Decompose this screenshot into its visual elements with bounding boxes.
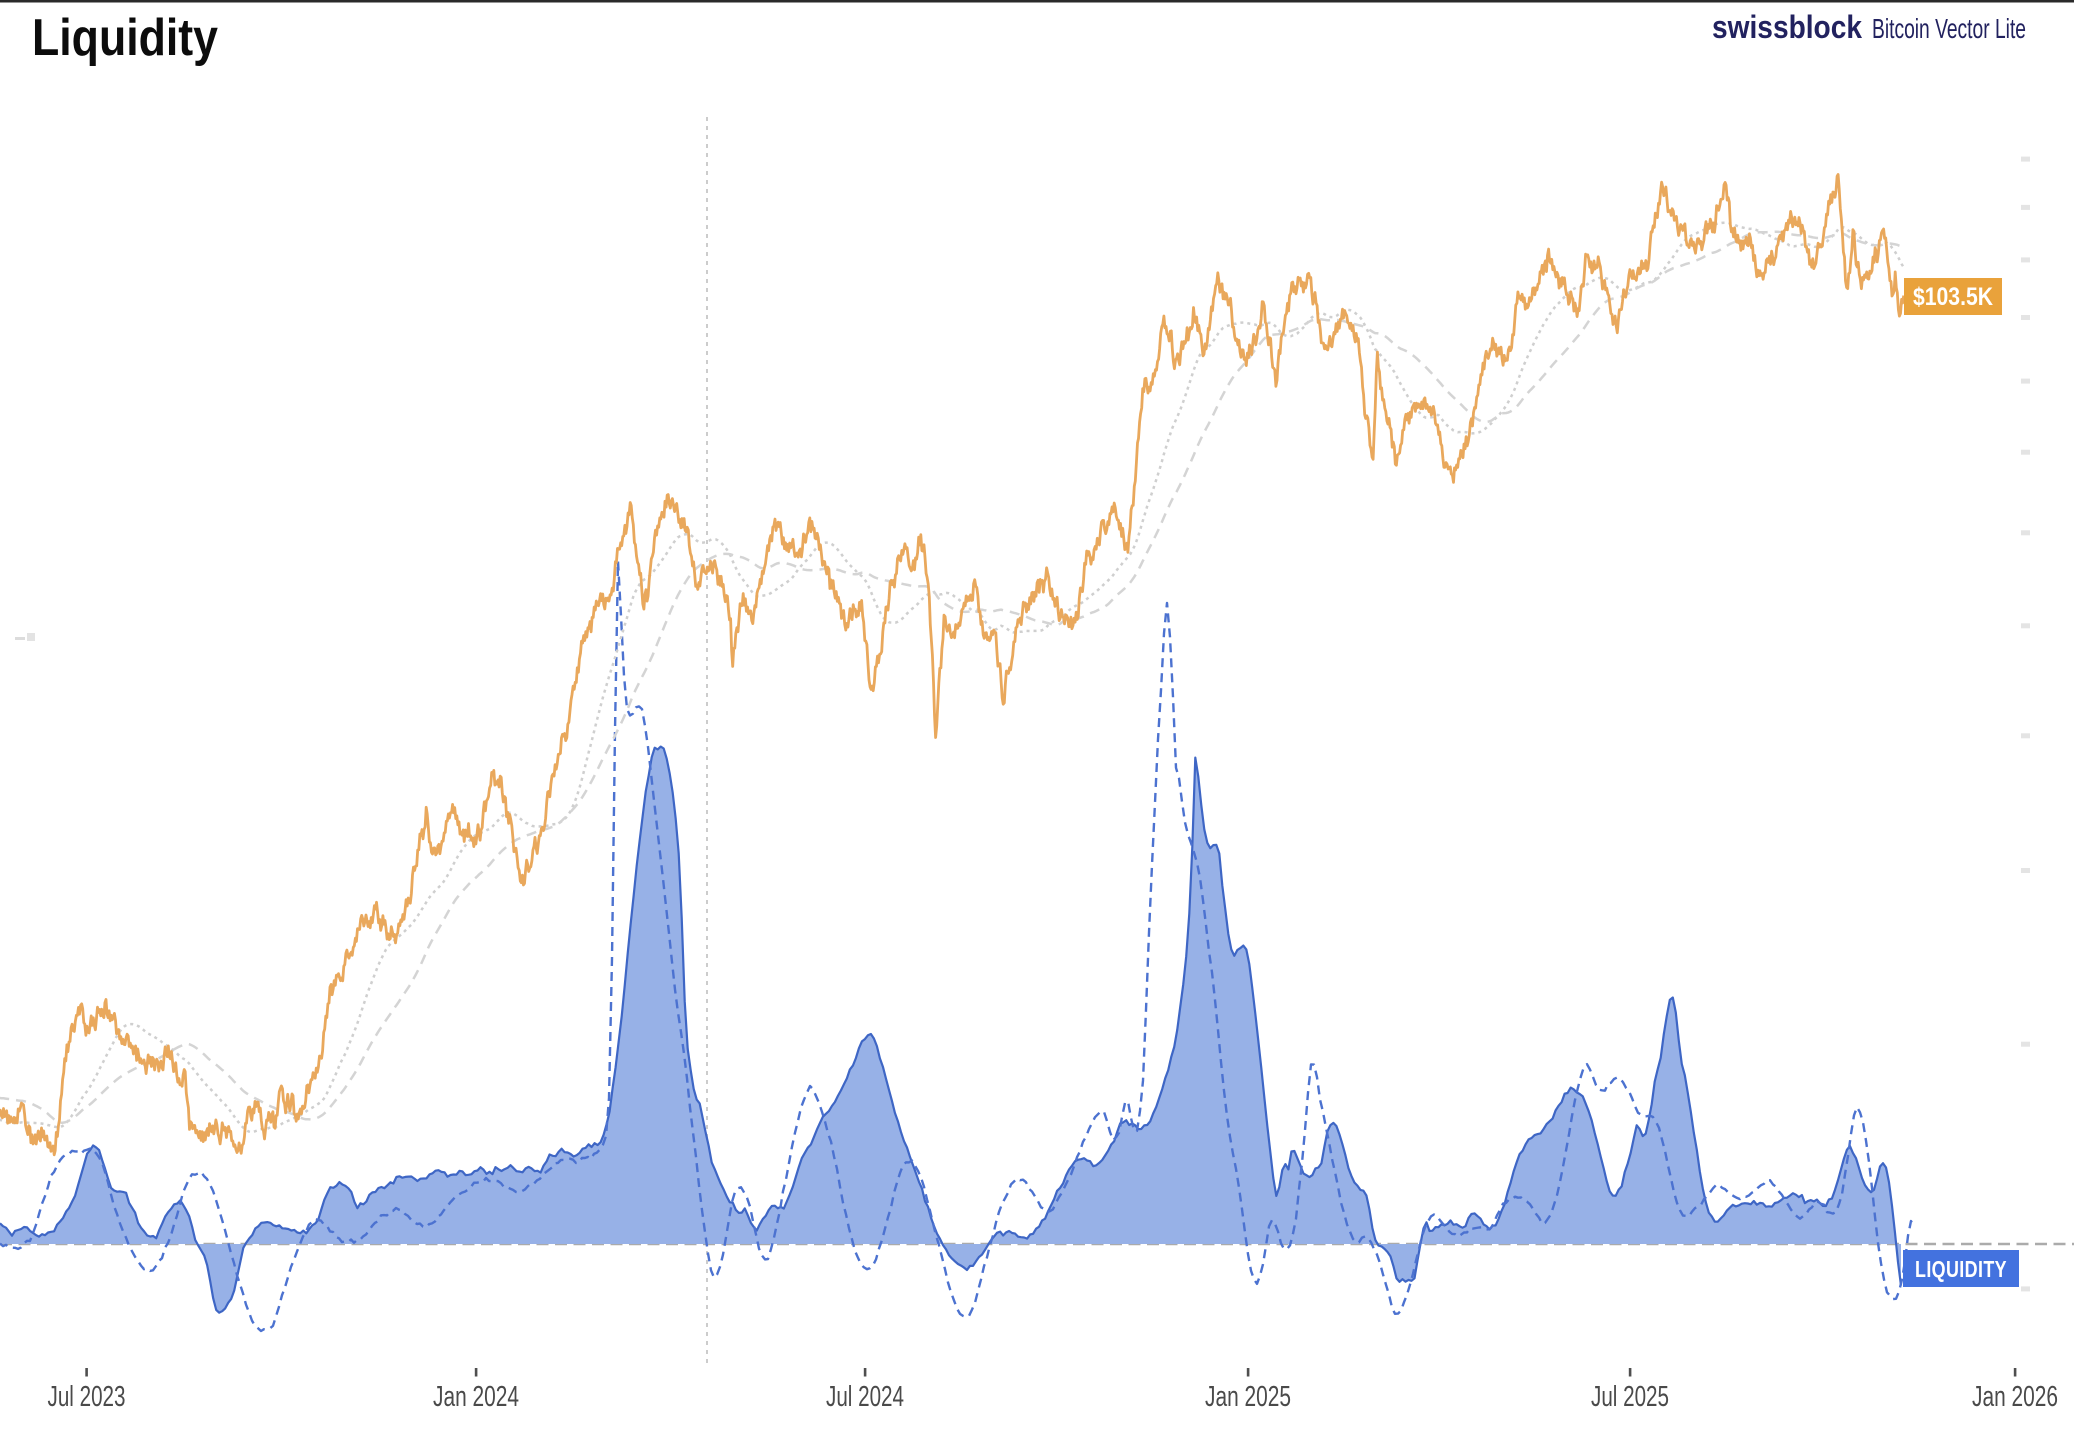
svg-text:Jan 2024: Jan 2024 (433, 1381, 519, 1413)
svg-text:Jul 2024: Jul 2024 (826, 1381, 904, 1413)
svg-text:Jul 2025: Jul 2025 (1591, 1381, 1669, 1413)
svg-text:Liquidity: Liquidity (32, 9, 218, 67)
svg-text:swissblock: swissblock (1712, 9, 1862, 45)
svg-text:Jan 2026: Jan 2026 (1972, 1381, 2058, 1413)
svg-text:Bitcoin Vector Lite: Bitcoin Vector Lite (1872, 13, 2026, 44)
svg-text:LIQUIDITY: LIQUIDITY (1915, 1256, 2007, 1282)
svg-text:$103.5K: $103.5K (1913, 283, 1993, 311)
svg-text:Jul 2023: Jul 2023 (48, 1381, 126, 1413)
svg-text:Jan 2025: Jan 2025 (1205, 1381, 1291, 1413)
